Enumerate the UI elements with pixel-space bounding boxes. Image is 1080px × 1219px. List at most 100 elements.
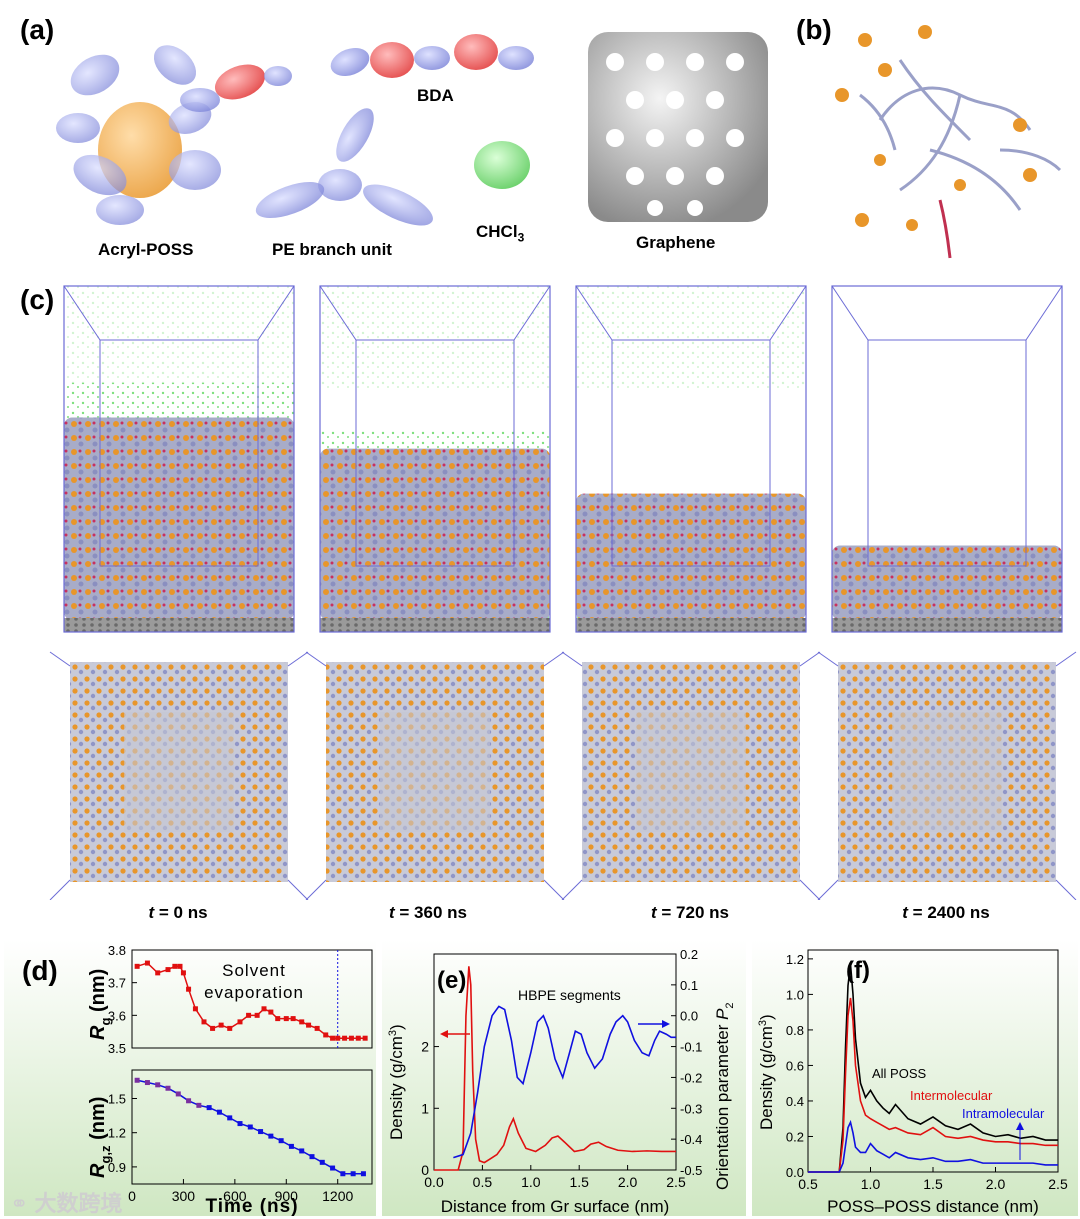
rgz-point bbox=[278, 1138, 284, 1144]
snapshot-top-0 bbox=[49, 651, 309, 900]
simulation-snapshots bbox=[49, 285, 1077, 900]
y-tick-label: 1.2 bbox=[108, 1126, 126, 1141]
acryl-poss-molecule bbox=[56, 45, 292, 225]
box-edge bbox=[49, 651, 71, 667]
y-tick-label-right: 0.2 bbox=[680, 947, 698, 962]
x-tick-label: 0.0 bbox=[424, 1174, 444, 1190]
panel-label-c: (c) bbox=[20, 284, 55, 315]
rgz-point bbox=[155, 1082, 161, 1088]
plot-frame bbox=[131, 949, 373, 1049]
panel-d-background bbox=[4, 940, 376, 1216]
panel-label-a: (a) bbox=[20, 14, 55, 45]
rgz-point bbox=[144, 1080, 150, 1086]
y-tick-label: 1.5 bbox=[108, 1092, 126, 1107]
label-graphene: Graphene bbox=[636, 233, 716, 252]
snapshot-time-1: = 360 ns bbox=[394, 903, 467, 922]
snapshot-time-var-0: t bbox=[148, 903, 155, 922]
box-edge bbox=[1055, 651, 1077, 667]
y-tick-label: 0.6 bbox=[786, 1058, 804, 1073]
rg-point bbox=[275, 1016, 281, 1022]
y-label-end: ) bbox=[757, 1014, 776, 1020]
y-label-right-text: Orientation parameter bbox=[713, 1020, 732, 1190]
panel-label-e: (e) bbox=[437, 967, 466, 994]
rgz-point bbox=[247, 1124, 253, 1130]
x-tick-label: 2.5 bbox=[666, 1174, 686, 1190]
rgz-point bbox=[309, 1154, 315, 1160]
rg-point bbox=[290, 1016, 296, 1022]
rgz-point bbox=[206, 1105, 212, 1111]
box-outer bbox=[63, 285, 295, 633]
snapshot-top-2 bbox=[561, 651, 821, 900]
box-edge bbox=[305, 879, 327, 900]
y-axis-label-left: Density (g/cm3) bbox=[387, 1024, 406, 1140]
hbpe-polymer-structure bbox=[835, 25, 1062, 259]
box-edge bbox=[575, 285, 613, 341]
rgz-point bbox=[268, 1133, 274, 1139]
y-label-sup: 3 bbox=[387, 1030, 399, 1036]
rgz-point bbox=[258, 1129, 264, 1135]
rg-point bbox=[210, 1025, 216, 1031]
rg-point bbox=[165, 967, 171, 973]
panel-label-d: (d) bbox=[22, 955, 58, 986]
y-tick-label: 0.0 bbox=[786, 1165, 804, 1180]
chcl3-molecule bbox=[474, 141, 530, 189]
snapshot-time-0: = 0 ns bbox=[154, 903, 208, 922]
box-inner bbox=[99, 339, 259, 567]
rgz-point bbox=[288, 1143, 294, 1149]
y-tick-label-left: 2 bbox=[421, 1039, 429, 1055]
series-line-all-poss bbox=[808, 964, 1058, 1173]
rgz-point bbox=[330, 1165, 336, 1171]
y-label-right-sub: 2 bbox=[724, 1002, 736, 1008]
label-bda: BDA bbox=[417, 86, 454, 105]
label-intramolecular: Intramolecular bbox=[962, 1106, 1045, 1121]
polymer-film bbox=[576, 493, 806, 620]
rg-point bbox=[323, 1032, 329, 1038]
rgz-point bbox=[227, 1115, 233, 1121]
y-axis-label: Density (g/cm3) bbox=[757, 1014, 776, 1130]
snapshot-time-var-3: t bbox=[902, 903, 908, 922]
y-tick-label: 1.0 bbox=[786, 987, 804, 1002]
box-edge bbox=[831, 285, 869, 341]
box-edge bbox=[513, 285, 551, 341]
snapshot-time-2: = 720 ns bbox=[656, 903, 729, 922]
rg-point bbox=[261, 1006, 267, 1012]
rg-point bbox=[283, 1016, 289, 1022]
solvent-vapor bbox=[64, 286, 294, 390]
rgz-point bbox=[319, 1159, 325, 1165]
box-edge bbox=[799, 651, 821, 667]
box-edge bbox=[63, 285, 101, 341]
graphene-substrate bbox=[64, 618, 294, 632]
bda-molecule bbox=[330, 34, 534, 78]
y-label-right-var: P bbox=[713, 1008, 732, 1020]
rg-point bbox=[237, 1019, 243, 1025]
rgz-point bbox=[237, 1121, 243, 1127]
rgz-sub: g,z bbox=[98, 1145, 113, 1164]
graphene-sheet bbox=[588, 32, 768, 222]
rgz-point bbox=[134, 1077, 140, 1083]
rg-point bbox=[330, 1035, 336, 1041]
rgz-point bbox=[340, 1171, 346, 1177]
x-tick-label: 1.0 bbox=[521, 1174, 541, 1190]
x-tick-label: 1200 bbox=[322, 1188, 353, 1204]
box-outer bbox=[831, 285, 1063, 633]
y-tick-label: 3.7 bbox=[108, 976, 126, 991]
p2-arrow-head bbox=[662, 1020, 670, 1028]
snapshot-time-var-2: t bbox=[651, 903, 657, 922]
y-tick-label: 0.9 bbox=[108, 1160, 126, 1175]
plot-frame bbox=[131, 1069, 373, 1185]
rgz-point bbox=[216, 1109, 222, 1115]
box-edge bbox=[817, 879, 839, 900]
box-inner bbox=[867, 339, 1027, 567]
x-tick-label: 2.0 bbox=[986, 1176, 1006, 1192]
graphene-substrate bbox=[576, 618, 806, 632]
snapshot-side-1 bbox=[319, 285, 551, 633]
molecule-illustrations bbox=[56, 25, 1062, 259]
x-tick-label: 1.5 bbox=[569, 1174, 589, 1190]
y-tick-label-left: 1 bbox=[421, 1100, 429, 1116]
y-tick-label-right: -0.1 bbox=[680, 1040, 702, 1055]
y-tick-label-right: -0.2 bbox=[680, 1070, 702, 1085]
y-tick-label-right: 0.0 bbox=[680, 1009, 698, 1024]
label-pe-branch: PE branch unit bbox=[272, 240, 392, 259]
rg-point bbox=[218, 1022, 224, 1028]
